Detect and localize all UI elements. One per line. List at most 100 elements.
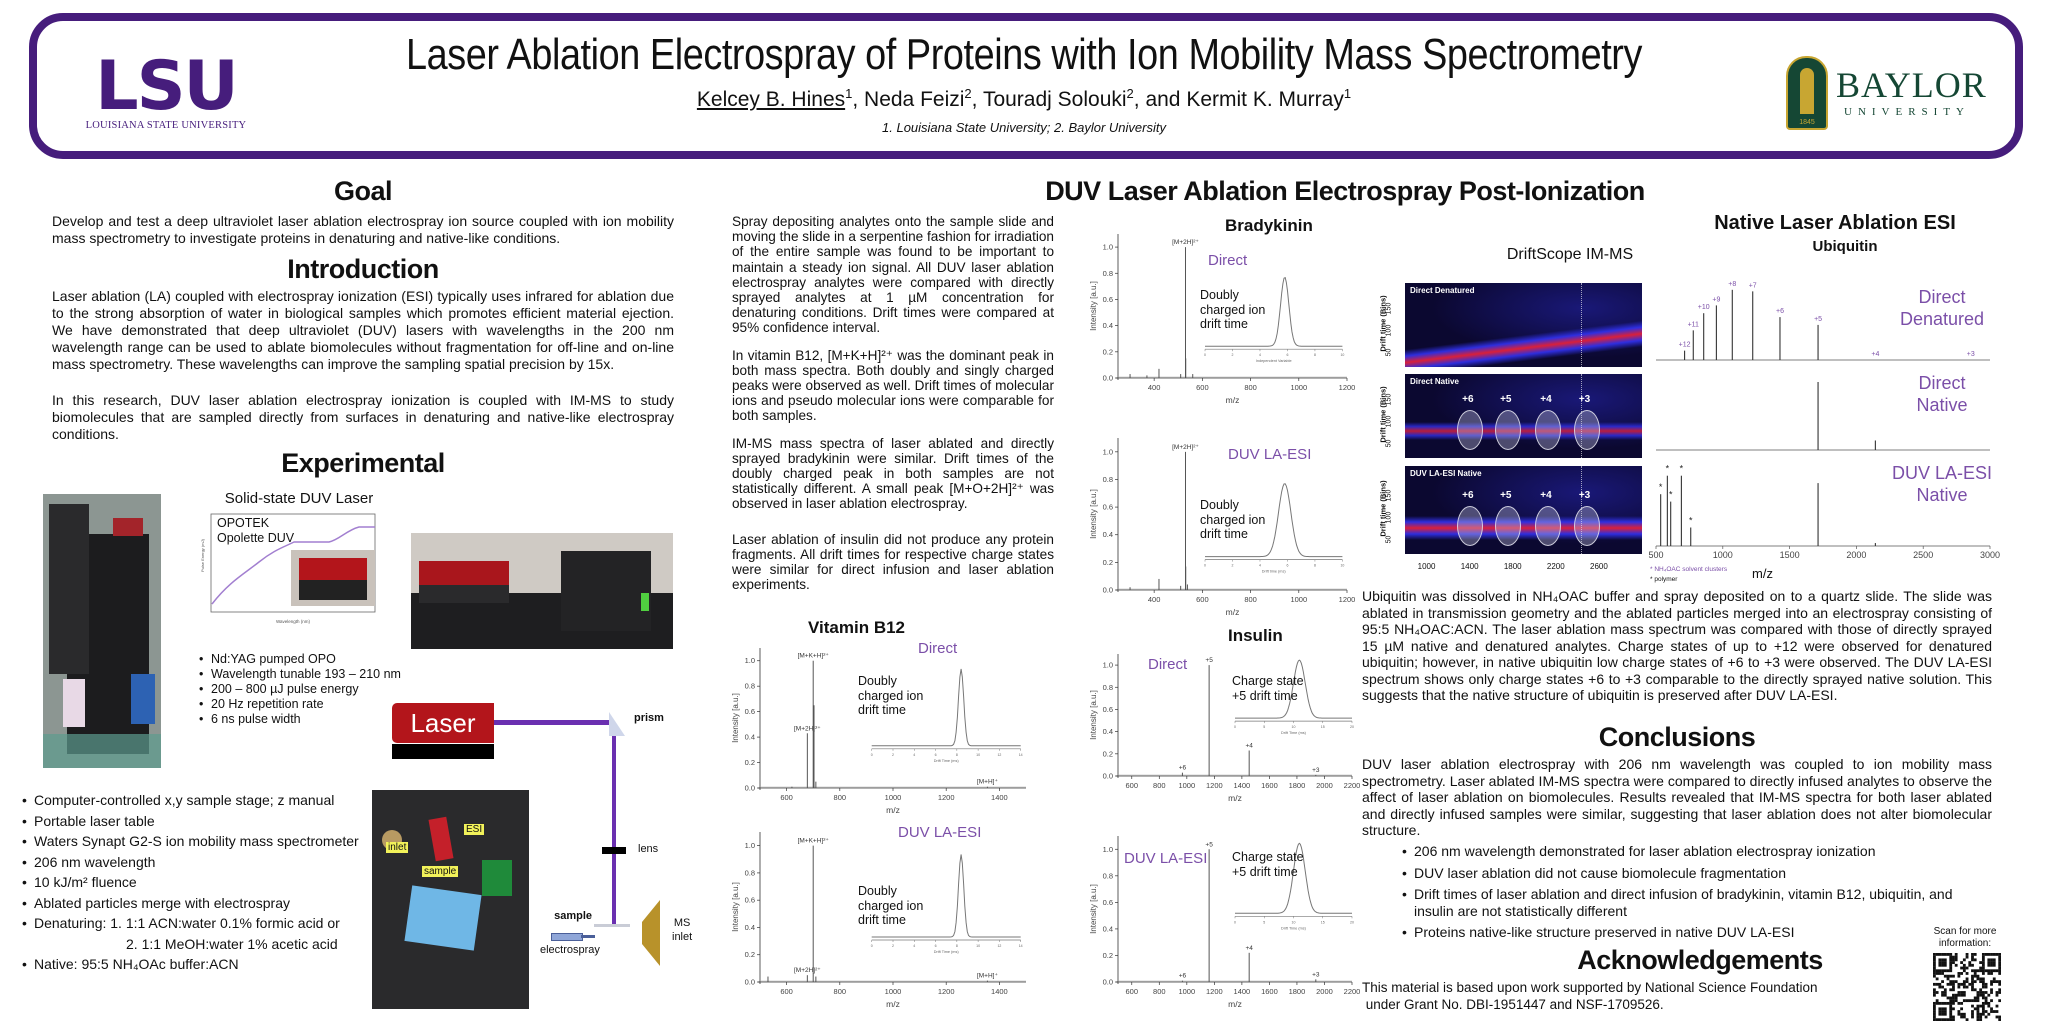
driftscope-heatmap: DUV LA-ESI Native +6 +5 +4 +3: [1405, 466, 1642, 554]
laser-base: [392, 744, 494, 759]
peak-label: [M+H]⁺: [977, 779, 999, 786]
qr-module: [1938, 1010, 1942, 1013]
qr-module: [1957, 974, 1961, 978]
qr-module: [1981, 961, 1985, 964]
peak-label: [M+K+H]²⁺: [798, 653, 830, 660]
qr-module: [1984, 953, 1988, 956]
qr-module: [1949, 953, 1953, 956]
qr-module: [1973, 1007, 1977, 1011]
x-tick-label: 400: [1148, 383, 1161, 392]
inset-x-label: Drift Time (ms): [934, 950, 960, 954]
qr-module: [1962, 1015, 1966, 1019]
qr-module: [1957, 985, 1961, 989]
qr-module: [1987, 969, 1991, 973]
polymer-footnote: * polymer: [1650, 576, 1678, 583]
author: Neda Feizi2,: [864, 86, 983, 111]
qr-module: [1965, 955, 1969, 959]
qr-module: [1943, 1001, 1947, 1005]
qr-module: [1979, 1012, 1983, 1016]
inset-tick-label: 15: [1321, 725, 1325, 729]
qr-module: [1954, 958, 1958, 962]
y-axis-label: Intensity [a.u.]: [731, 693, 740, 743]
peak-label: +3: [1967, 351, 1975, 358]
qr-module: [1976, 999, 1980, 1003]
qr-module: [1976, 1004, 1980, 1008]
spectrum-plot: 0.0 0.2 0.4 0.6 0.8 1.0 600 800 1000 1200 1400 m/z I…: [731, 832, 1026, 1009]
qr-module: [1938, 1018, 1942, 1021]
x-tick-label: 1000: [1290, 595, 1307, 604]
post-ionization-heading: DUV Laser Ablation Electrospray Post-Ion…: [1045, 176, 1645, 206]
qr-module: [1941, 980, 1944, 984]
qr-module: [1995, 1010, 1999, 1013]
qr-module: [1952, 974, 1955, 978]
x-tick-label: 2000: [1316, 781, 1333, 790]
charge-state-label: +5: [1500, 394, 1512, 405]
ubiquitin-spectrum-panel: *****500 1000 1500 2000 2500 3000: [1648, 464, 2000, 560]
qr-module: [1952, 982, 1955, 986]
qr-module: [1998, 1018, 2001, 1021]
inset-tick-label: 5: [1263, 920, 1265, 924]
qr-module: [1933, 958, 1936, 962]
qr-module: [1995, 1004, 1999, 1008]
x-tick-label: 1400: [991, 793, 1008, 802]
header-banner: [29, 13, 2023, 159]
qr-module: [1987, 961, 1991, 964]
peak-label: *: [1666, 464, 1670, 474]
laser-table-photo: [411, 533, 673, 649]
x-tick-label: 1400: [1460, 562, 1479, 571]
ubiquitin-spectrum-panel: +12 +11 +10+9 +8 +7 +6 +5 +4 +3: [1656, 281, 1990, 361]
qr-module: [1971, 953, 1974, 956]
qr-module: [1938, 969, 1942, 973]
qr-module: [1949, 982, 1953, 986]
qr-module: [1943, 993, 1947, 997]
y-tick-label: 0.6: [1103, 295, 1113, 304]
qr-module: [1935, 953, 1939, 956]
qr-module: [1981, 980, 1985, 984]
qr-module: [1935, 969, 1939, 973]
ion-source-photo: ESI inlet sample: [372, 790, 529, 1009]
y-tick-label: 0.8: [1103, 871, 1113, 880]
qr-module: [1954, 996, 1958, 1000]
peak-label: +11: [1688, 321, 1699, 328]
qr-module: [1938, 1012, 1942, 1016]
qr-module: [1957, 991, 1961, 994]
qr-module: [1979, 966, 1983, 970]
x-tick-label: 1500: [1780, 550, 1800, 560]
qr-module: [1941, 1001, 1944, 1005]
qr-module: [1935, 991, 1939, 994]
y-tick-label: 0.2: [1103, 951, 1113, 960]
x-tick-label: 2200: [1546, 562, 1565, 571]
qr-module: [1949, 988, 1953, 992]
qr-module: [1990, 969, 1993, 973]
spec-item: 20 Hz repetition rate: [199, 697, 414, 712]
qr-code[interactable]: [1933, 953, 2001, 1021]
reference-line: [1580, 283, 1582, 367]
inset-tick-label: 10: [1340, 353, 1344, 357]
charge-state-region: [1573, 410, 1600, 450]
experimental-heading: Experimental: [281, 448, 445, 478]
y-tick-label: 1.0: [1103, 447, 1113, 456]
setup-item: Waters Synapt G2-S ion mobility mass spe…: [22, 831, 368, 852]
qr-module: [1946, 953, 1950, 956]
qr-module: [1979, 969, 1983, 973]
qr-module: [1933, 974, 1936, 978]
qr-module: [1973, 953, 1977, 956]
conclusions-heading: Conclusions: [1598, 722, 1756, 752]
charge-state-label: +5: [1500, 490, 1512, 501]
qr-module: [1981, 991, 1985, 994]
qr-module: [1990, 963, 1993, 967]
ms-inlet-icon: [642, 900, 660, 966]
condition-label: Direct: [918, 640, 958, 657]
x-tick-label: 800: [1244, 383, 1257, 392]
laser-energy-plot-svg: Pulse Energy (mJ) Wavelength (nm): [200, 513, 376, 624]
qr-module: [1941, 985, 1944, 989]
qr-module: [1976, 1010, 1980, 1013]
results-paragraph: Spray depositing analytes onto the sampl…: [732, 214, 1054, 336]
qr-module: [1943, 1018, 1947, 1021]
pulse-energy-curve: [211, 526, 375, 605]
qr-module: [1998, 988, 2001, 992]
y-tick-label: 0.6: [1103, 705, 1113, 714]
charge-state-label: +4: [1540, 490, 1552, 501]
qr-module: [1962, 991, 1966, 994]
qr-module: [1938, 1001, 1942, 1005]
